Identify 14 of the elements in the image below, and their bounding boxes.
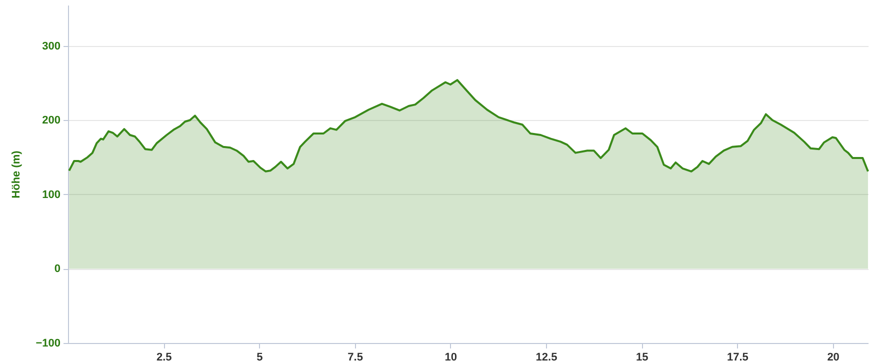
y-tick-label: −100 bbox=[36, 338, 60, 350]
x-tick-label: 12.5 bbox=[536, 352, 558, 364]
x-tick-label: 2.5 bbox=[156, 352, 172, 364]
x-tick-label: 20 bbox=[827, 352, 840, 364]
y-tick-label: 200 bbox=[42, 114, 60, 127]
x-tick-label: 15 bbox=[636, 352, 648, 364]
y-tick-label: 300 bbox=[42, 40, 60, 52]
y-tick-label: 100 bbox=[42, 188, 60, 201]
x-tick-label: 10 bbox=[444, 352, 458, 364]
x-tick-label: 5 bbox=[256, 352, 263, 364]
x-tick-label: 7.5 bbox=[348, 352, 363, 364]
y-tick-label: 0 bbox=[54, 263, 60, 276]
y-axis-title: Höhe (m) bbox=[10, 150, 23, 198]
x-tick-label: 17.5 bbox=[727, 352, 748, 364]
